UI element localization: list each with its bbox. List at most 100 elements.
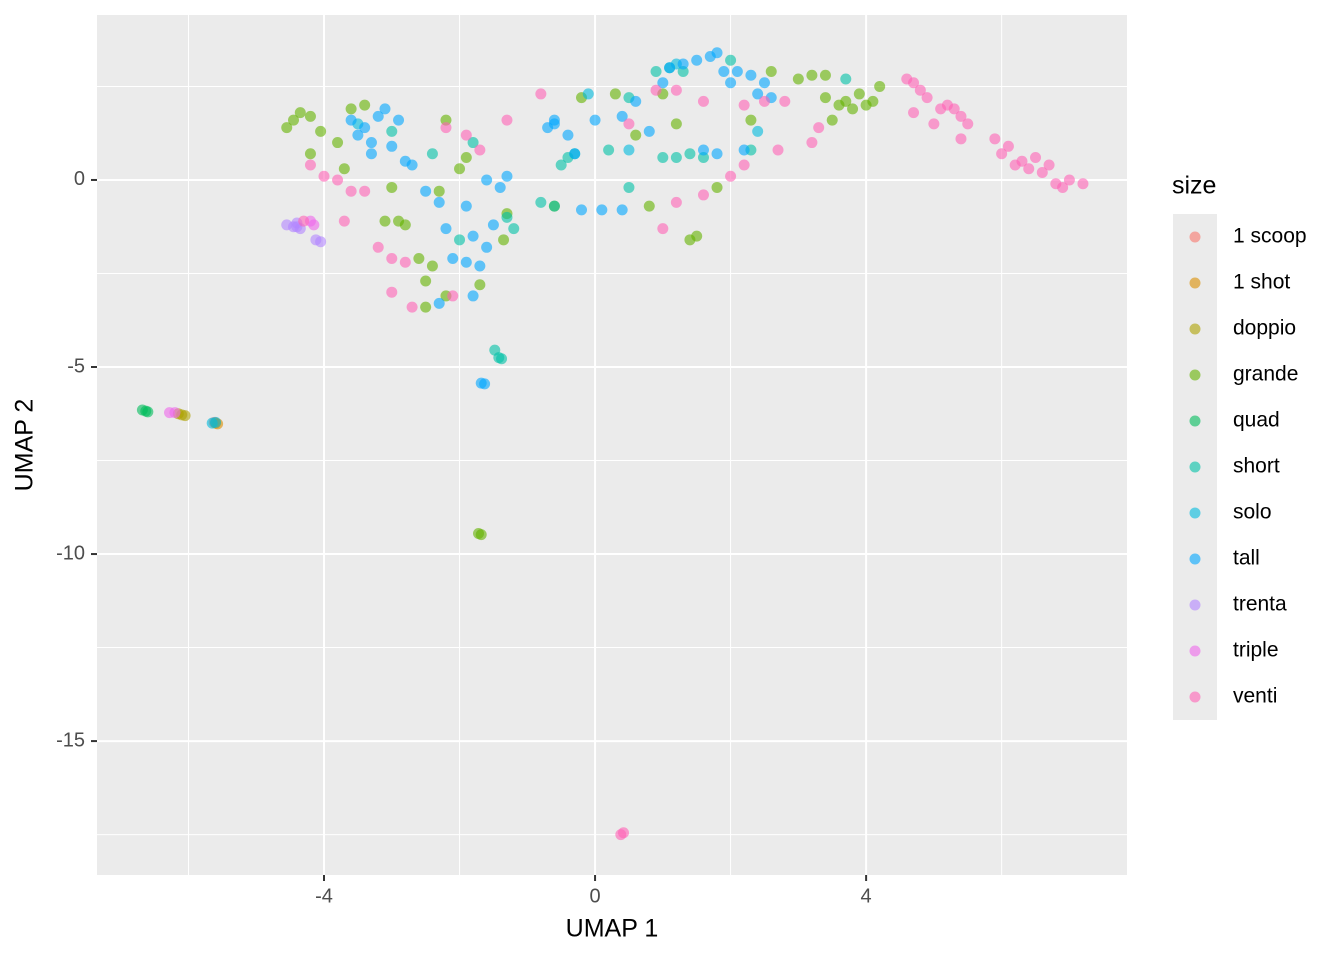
point xyxy=(1077,178,1089,190)
point xyxy=(420,185,432,197)
point xyxy=(616,204,628,216)
point xyxy=(365,148,377,160)
point xyxy=(670,152,682,164)
point xyxy=(711,47,723,59)
point xyxy=(908,77,920,89)
point xyxy=(1030,152,1042,164)
point xyxy=(315,236,327,248)
point xyxy=(433,297,445,309)
point xyxy=(630,95,642,107)
point xyxy=(372,241,384,253)
point xyxy=(840,95,852,107)
point xyxy=(508,223,520,235)
point xyxy=(352,129,364,141)
point xyxy=(338,215,350,227)
point xyxy=(345,103,357,115)
point xyxy=(359,99,371,111)
point xyxy=(670,84,682,96)
point xyxy=(996,148,1008,160)
point xyxy=(318,170,330,182)
point xyxy=(582,88,594,100)
x-tick-label: 4 xyxy=(861,885,872,907)
point xyxy=(420,301,432,313)
point xyxy=(548,114,560,126)
point xyxy=(847,103,859,115)
point xyxy=(440,223,452,235)
legend-label: short xyxy=(1233,455,1280,478)
point xyxy=(399,219,411,231)
point xyxy=(474,260,486,272)
point xyxy=(813,122,825,134)
point xyxy=(677,58,689,70)
point xyxy=(725,54,737,66)
point xyxy=(650,84,662,96)
point xyxy=(1036,166,1048,178)
point xyxy=(589,114,601,126)
point xyxy=(603,144,615,156)
point xyxy=(711,181,723,193)
legend-label: grande xyxy=(1233,363,1298,386)
point xyxy=(304,110,316,122)
point xyxy=(315,125,327,137)
point xyxy=(474,279,486,291)
point xyxy=(548,200,560,212)
point xyxy=(501,114,513,126)
point xyxy=(765,65,777,77)
point xyxy=(386,140,398,152)
point xyxy=(718,65,730,77)
legend-key xyxy=(1189,231,1201,243)
point xyxy=(745,69,757,81)
legend-key xyxy=(1189,415,1201,427)
point xyxy=(725,77,737,89)
point xyxy=(433,185,445,197)
point xyxy=(399,256,411,268)
point xyxy=(569,148,581,160)
legend-label: doppio xyxy=(1233,317,1296,340)
point xyxy=(535,88,547,100)
point xyxy=(494,181,506,193)
point xyxy=(460,200,472,212)
point xyxy=(962,118,974,130)
point xyxy=(623,181,635,193)
point xyxy=(670,118,682,130)
legend-key xyxy=(1189,507,1201,519)
point xyxy=(169,407,181,419)
point xyxy=(496,353,508,365)
point xyxy=(535,196,547,208)
point xyxy=(393,114,405,126)
point xyxy=(806,69,818,81)
point xyxy=(853,88,865,100)
point xyxy=(413,253,425,265)
point xyxy=(447,253,459,265)
legend-key xyxy=(1189,691,1201,703)
point xyxy=(819,69,831,81)
point xyxy=(664,62,676,74)
point xyxy=(298,215,310,227)
point xyxy=(420,275,432,287)
point xyxy=(179,410,191,422)
major-grid xyxy=(97,15,1127,875)
point xyxy=(1063,174,1075,186)
point xyxy=(745,114,757,126)
point xyxy=(210,416,222,428)
point xyxy=(616,110,628,122)
point xyxy=(447,290,459,302)
point xyxy=(623,144,635,156)
y-tick-label: 0 xyxy=(74,168,85,190)
point xyxy=(758,95,770,107)
point xyxy=(955,110,967,122)
point xyxy=(487,219,499,231)
point xyxy=(406,301,418,313)
y-tick-label: -10 xyxy=(56,542,85,564)
point xyxy=(142,406,154,418)
point xyxy=(304,148,316,160)
point xyxy=(386,253,398,265)
legend-label: 1 scoop xyxy=(1233,225,1307,248)
point xyxy=(479,378,491,390)
point xyxy=(433,196,445,208)
point xyxy=(406,159,418,171)
point xyxy=(921,92,933,104)
point xyxy=(454,234,466,246)
point xyxy=(609,88,621,100)
